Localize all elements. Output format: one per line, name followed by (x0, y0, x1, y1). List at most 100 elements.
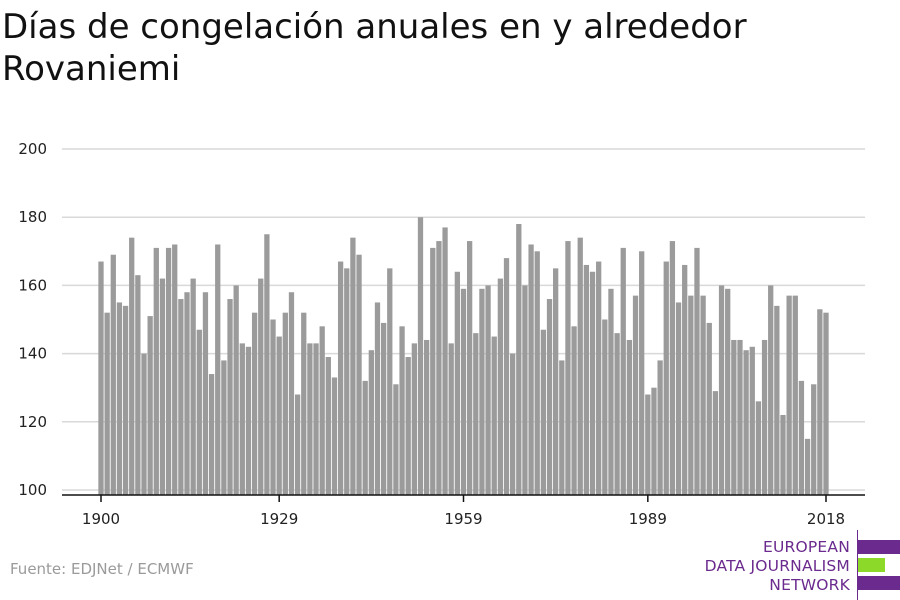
bar-1987 (632, 295, 639, 495)
bar-1967 (510, 353, 516, 495)
logo-line-3: NETWORK (769, 576, 850, 594)
bar-1971 (534, 251, 540, 495)
logo-bar-green (858, 558, 885, 572)
x-tick-label: 2018 (807, 510, 845, 528)
bar-1949 (399, 326, 405, 495)
axes: 100 120 140 160 180 200 1900 1929 1959 1989 2018 (18, 140, 865, 528)
bar-1966 (503, 258, 510, 495)
bar-1922 (233, 285, 239, 495)
bar-1909 (153, 247, 159, 495)
bar-1992 (663, 261, 669, 495)
bar-2006 (749, 346, 755, 495)
bar-1905 (129, 237, 135, 495)
bar-1953 (423, 339, 430, 495)
y-tick-label: 140 (18, 345, 47, 363)
bar-1942 (356, 254, 362, 495)
bar-1981 (596, 261, 602, 495)
bar-1907 (141, 353, 147, 495)
x-tick-label: 1900 (82, 510, 120, 528)
bar-2012 (786, 295, 792, 495)
bar-1997 (694, 247, 700, 495)
bar-1924 (245, 346, 252, 495)
y-tick-label: 100 (18, 481, 47, 499)
edjnet-logo: EUROPEAN DATA JOURNALISM NETWORK (700, 530, 900, 600)
y-tick-label: 200 (18, 140, 47, 158)
bar-1988 (639, 251, 645, 495)
bar-1975 (559, 360, 565, 495)
bar-1999 (706, 322, 712, 495)
bar-1995 (682, 264, 688, 495)
bar-2001 (718, 285, 725, 495)
bar-1976 (565, 241, 571, 495)
logo-bar-purple-bottom (858, 576, 900, 590)
bar-2015 (804, 438, 811, 495)
bar-1927 (264, 234, 270, 495)
y-tick-label: 120 (18, 413, 47, 431)
bar-1951 (411, 343, 417, 495)
bar-1993 (669, 241, 676, 495)
bar-2016 (811, 384, 817, 495)
bar-1925 (251, 312, 258, 495)
bar-1977 (571, 326, 577, 495)
x-tick-label: 1989 (629, 510, 667, 528)
bar-1908 (147, 316, 153, 495)
bar-1990 (651, 387, 657, 495)
bar-1956 (442, 227, 448, 495)
bar-1935 (313, 343, 319, 495)
bar-2005 (743, 350, 749, 495)
bar-1964 (491, 336, 497, 495)
bar-1961 (473, 333, 479, 495)
bar-2013 (792, 295, 798, 495)
bar-1913 (178, 299, 184, 495)
bar-1957 (448, 343, 454, 495)
bar-1901 (104, 312, 110, 495)
bar-1943 (362, 380, 368, 495)
bar-1972 (540, 329, 547, 495)
bar-1934 (307, 343, 313, 495)
bar-1950 (405, 357, 411, 495)
bar-2010 (774, 305, 780, 495)
logo-divider (857, 530, 858, 600)
bar-2014 (798, 380, 805, 495)
bar-1911 (165, 247, 172, 495)
bar-2018 (823, 312, 829, 495)
bar-1994 (675, 302, 682, 495)
chart-title: Días de congelación anuales en y alreded… (2, 7, 747, 89)
bar-1944 (368, 350, 374, 495)
bar-1902 (110, 254, 116, 495)
bar-1931 (288, 292, 295, 495)
bar-1978 (577, 237, 583, 495)
bar-1945 (374, 302, 381, 495)
bar-2003 (731, 339, 737, 495)
bar-1938 (331, 377, 338, 495)
bar-1985 (620, 247, 626, 495)
bar-1980 (589, 271, 596, 495)
bar-1933 (301, 312, 307, 495)
bar-1989 (645, 394, 651, 495)
bars (98, 217, 829, 495)
bar-1963 (485, 285, 491, 495)
bar-1929 (276, 336, 282, 495)
x-tick-label: 1929 (260, 510, 298, 528)
bar-2008 (761, 339, 768, 495)
logo-bar-purple-top (858, 540, 900, 554)
bar-1926 (258, 278, 264, 495)
bar-1915 (190, 278, 196, 495)
bar-1952 (417, 217, 424, 495)
bar-1983 (608, 288, 614, 495)
bar-2017 (817, 309, 823, 495)
bar-1947 (387, 268, 393, 495)
bar-1962 (479, 288, 485, 495)
bar-1919 (215, 244, 221, 495)
bar-2011 (780, 414, 786, 495)
bar-1979 (583, 264, 590, 495)
bar-1932 (294, 394, 301, 495)
bar-1998 (700, 295, 706, 495)
y-tick-label: 160 (18, 276, 47, 294)
x-tick-label: 1959 (444, 510, 482, 528)
bar-1973 (546, 299, 553, 495)
bar-1912 (172, 244, 178, 495)
bar-1965 (497, 278, 504, 495)
bar-1923 (239, 343, 245, 495)
logo-line-2: DATA JOURNALISM (704, 557, 850, 575)
